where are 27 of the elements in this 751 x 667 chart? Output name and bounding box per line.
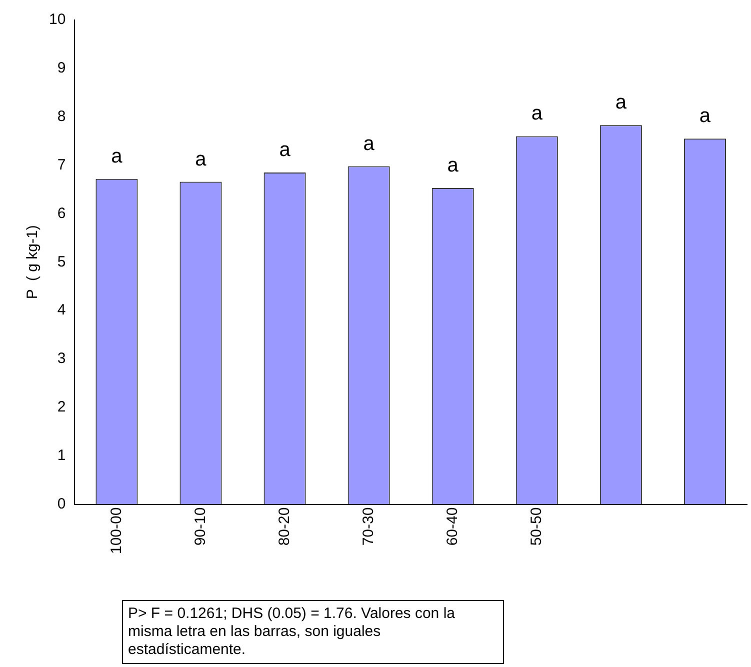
- data-label: a: [531, 102, 544, 125]
- data-label: a: [363, 132, 376, 155]
- x-tick-label: 60-40: [444, 507, 462, 546]
- y-tick-label: 7: [57, 156, 66, 174]
- data-label: a: [447, 154, 460, 177]
- text: P> F = 0.1261; DHS (0.05) = 1.76. Valores con la misma letra en las barras, son iguales estadísticamente.: [122, 600, 504, 664]
- data-label: a: [111, 145, 124, 168]
- y-tick-label: 8: [57, 108, 66, 125]
- y-tick-label: 5: [57, 253, 66, 270]
- x-tick-label: 70-30: [360, 507, 377, 546]
- x-tick-label: 90-10: [192, 507, 209, 546]
- data-label: a: [615, 92, 628, 114]
- y-tick-label: 10: [48, 11, 66, 28]
- y-tick-label: 3: [57, 350, 66, 368]
- y-tick-label: 2: [57, 398, 66, 416]
- y-tick-label: 6: [57, 204, 66, 222]
- data-label: a: [279, 139, 292, 162]
- x-tick-label: 50-50: [528, 507, 546, 546]
- data-label: a: [195, 148, 208, 170]
- data-label: a: [699, 105, 712, 128]
- y-tick-label: 1: [57, 447, 66, 464]
- y-tick-label: 0: [57, 495, 66, 512]
- y-axis-title: P ( g kg-1): [24, 225, 42, 300]
- x-tick-label: 100-00: [108, 507, 125, 554]
- y-tick-label: 4: [57, 302, 66, 319]
- y-tick-label: 9: [57, 60, 66, 77]
- x-tick-label: 80-20: [276, 507, 293, 546]
